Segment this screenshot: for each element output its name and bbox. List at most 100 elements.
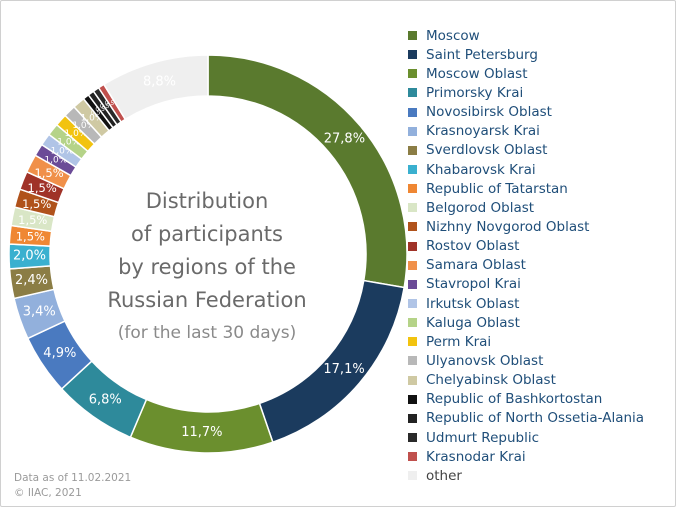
legend-label: Stavropol Krai [426, 276, 521, 293]
legend-item: Samara Oblast [408, 256, 674, 275]
legend-swatch [408, 145, 417, 155]
title-line-3: by regions of the [118, 255, 296, 279]
legend-swatch [408, 50, 417, 60]
legend-item: Perm Krai [408, 332, 674, 351]
title-line-1: Distribution [145, 189, 269, 213]
legend-label: Kaluga Oblast [426, 314, 520, 331]
legend-label: Primorsky Krai [426, 84, 524, 101]
data-label: 2,4% [15, 273, 48, 288]
legend-item: Republic of North Ossetia-Alania [408, 409, 674, 428]
data-label: 2,0% [13, 249, 46, 264]
legend-label: Nizhny Novgorod Oblast [426, 218, 590, 235]
legend-item: Saint Petersburg [408, 45, 674, 64]
data-label: 1,5% [28, 181, 57, 195]
legend-swatch [408, 107, 417, 117]
data-label: 1,0% [81, 113, 104, 123]
footer-note: Data as of 11.02.2021 © IIAC, 2021 [14, 471, 131, 501]
legend-label: Perm Krai [426, 333, 492, 350]
legend-item: Novosibirsk Oblast [408, 103, 674, 122]
chart-title: Distribution of participants by regions … [82, 185, 332, 350]
legend-item: Krasnodar Krai [408, 447, 674, 466]
legend-swatch [408, 184, 417, 194]
legend-label: Sverdlovsk Oblast [426, 142, 548, 159]
legend-item: Nizhny Novgorod Oblast [408, 217, 674, 236]
legend-swatch [408, 413, 417, 423]
legend-label: Novosibirsk Oblast [426, 104, 552, 121]
data-label: 1,0% [51, 146, 74, 156]
legend-swatch [408, 31, 417, 41]
legend-item: Republic of Tatarstan [408, 179, 674, 198]
legend-swatch [408, 88, 417, 98]
legend-item: Stavropol Krai [408, 275, 674, 294]
legend-item: Primorsky Krai [408, 83, 674, 102]
legend-label: Khabarovsk Krai [426, 161, 536, 178]
legend-item: Moscow [408, 26, 674, 45]
legend-swatch [408, 356, 417, 366]
data-label: 1,0% [44, 156, 67, 166]
data-date: Data as of 11.02.2021 [14, 472, 132, 484]
legend-swatch [408, 241, 417, 251]
data-label: 1,0% [72, 121, 95, 131]
legend-label: Udmurt Republic [426, 429, 539, 446]
chart-legend: Moscow Saint Petersburg Moscow Oblast Primo… [408, 26, 674, 485]
legend-swatch [408, 299, 417, 309]
data-label: 0,5% [105, 100, 121, 107]
legend-item: Belgorod Oblast [408, 198, 674, 217]
legend-item: Krasnoyarsk Krai [408, 122, 674, 141]
data-label: 1,5% [16, 230, 45, 244]
legend-item: Irkutsk Oblast [408, 294, 674, 313]
legend-swatch [408, 318, 417, 328]
legend-swatch [408, 471, 417, 481]
data-label: 3,4% [23, 305, 56, 320]
copyright: © IIAC, 2021 [14, 487, 82, 499]
legend-item: Republic of Bashkortostan [408, 390, 674, 409]
legend-item: Sverdlovsk Oblast [408, 141, 674, 160]
legend-item: Udmurt Republic [408, 428, 674, 447]
data-label: 11,7% [181, 425, 222, 440]
data-label: 0,5% [100, 103, 116, 110]
legend-label: Ulyanovsk Oblast [426, 352, 544, 369]
legend-item: Chelyabinsk Oblast [408, 371, 674, 390]
legend-label: Chelyabinsk Oblast [426, 372, 556, 389]
legend-item: Kaluga Oblast [408, 313, 674, 332]
title-line-4: Russian Federation [107, 288, 307, 312]
legend-label: Republic of North Ossetia-Alania [426, 410, 645, 427]
legend-item: Khabarovsk Krai [408, 160, 674, 179]
data-label: 1,0% [65, 129, 88, 139]
legend-item: Ulyanovsk Oblast [408, 351, 674, 370]
data-label: 27,8% [324, 131, 365, 146]
legend-label: Republic of Bashkortostan [426, 391, 603, 408]
legend-swatch [408, 279, 417, 289]
legend-swatch [408, 203, 417, 213]
data-label: 8,8% [143, 75, 176, 90]
legend-label: Saint Petersburg [426, 46, 538, 63]
legend-swatch [408, 433, 417, 443]
data-label: 17,1% [323, 362, 364, 377]
legend-swatch [408, 337, 417, 347]
data-label: 6,8% [89, 392, 122, 407]
data-label: 1,5% [22, 197, 51, 211]
legend-swatch [408, 394, 417, 404]
data-label: 4,9% [43, 346, 76, 361]
legend-label: Rostov Oblast [426, 238, 520, 255]
legend-label: Moscow [426, 27, 480, 44]
slice-other [102, 54, 209, 121]
legend-label: Krasnodar Krai [426, 448, 526, 465]
legend-item: other [408, 466, 674, 485]
data-label: 1,5% [18, 213, 47, 227]
legend-swatch [408, 452, 417, 462]
legend-label: Irkutsk Oblast [426, 295, 520, 312]
data-label: 1,5% [34, 166, 63, 180]
legend-swatch [408, 69, 417, 79]
legend-label: Moscow Oblast [426, 65, 528, 82]
legend-label: other [426, 467, 462, 484]
legend-item: Rostov Oblast [408, 237, 674, 256]
legend-label: Belgorod Oblast [426, 199, 535, 216]
data-label: 1,0% [57, 137, 80, 147]
chart-subtitle: (for the last 30 days) [117, 323, 297, 343]
legend-swatch [408, 260, 417, 270]
title-line-2: of participants [131, 222, 283, 246]
legend-item: Moscow Oblast [408, 64, 674, 83]
legend-swatch [408, 126, 417, 136]
